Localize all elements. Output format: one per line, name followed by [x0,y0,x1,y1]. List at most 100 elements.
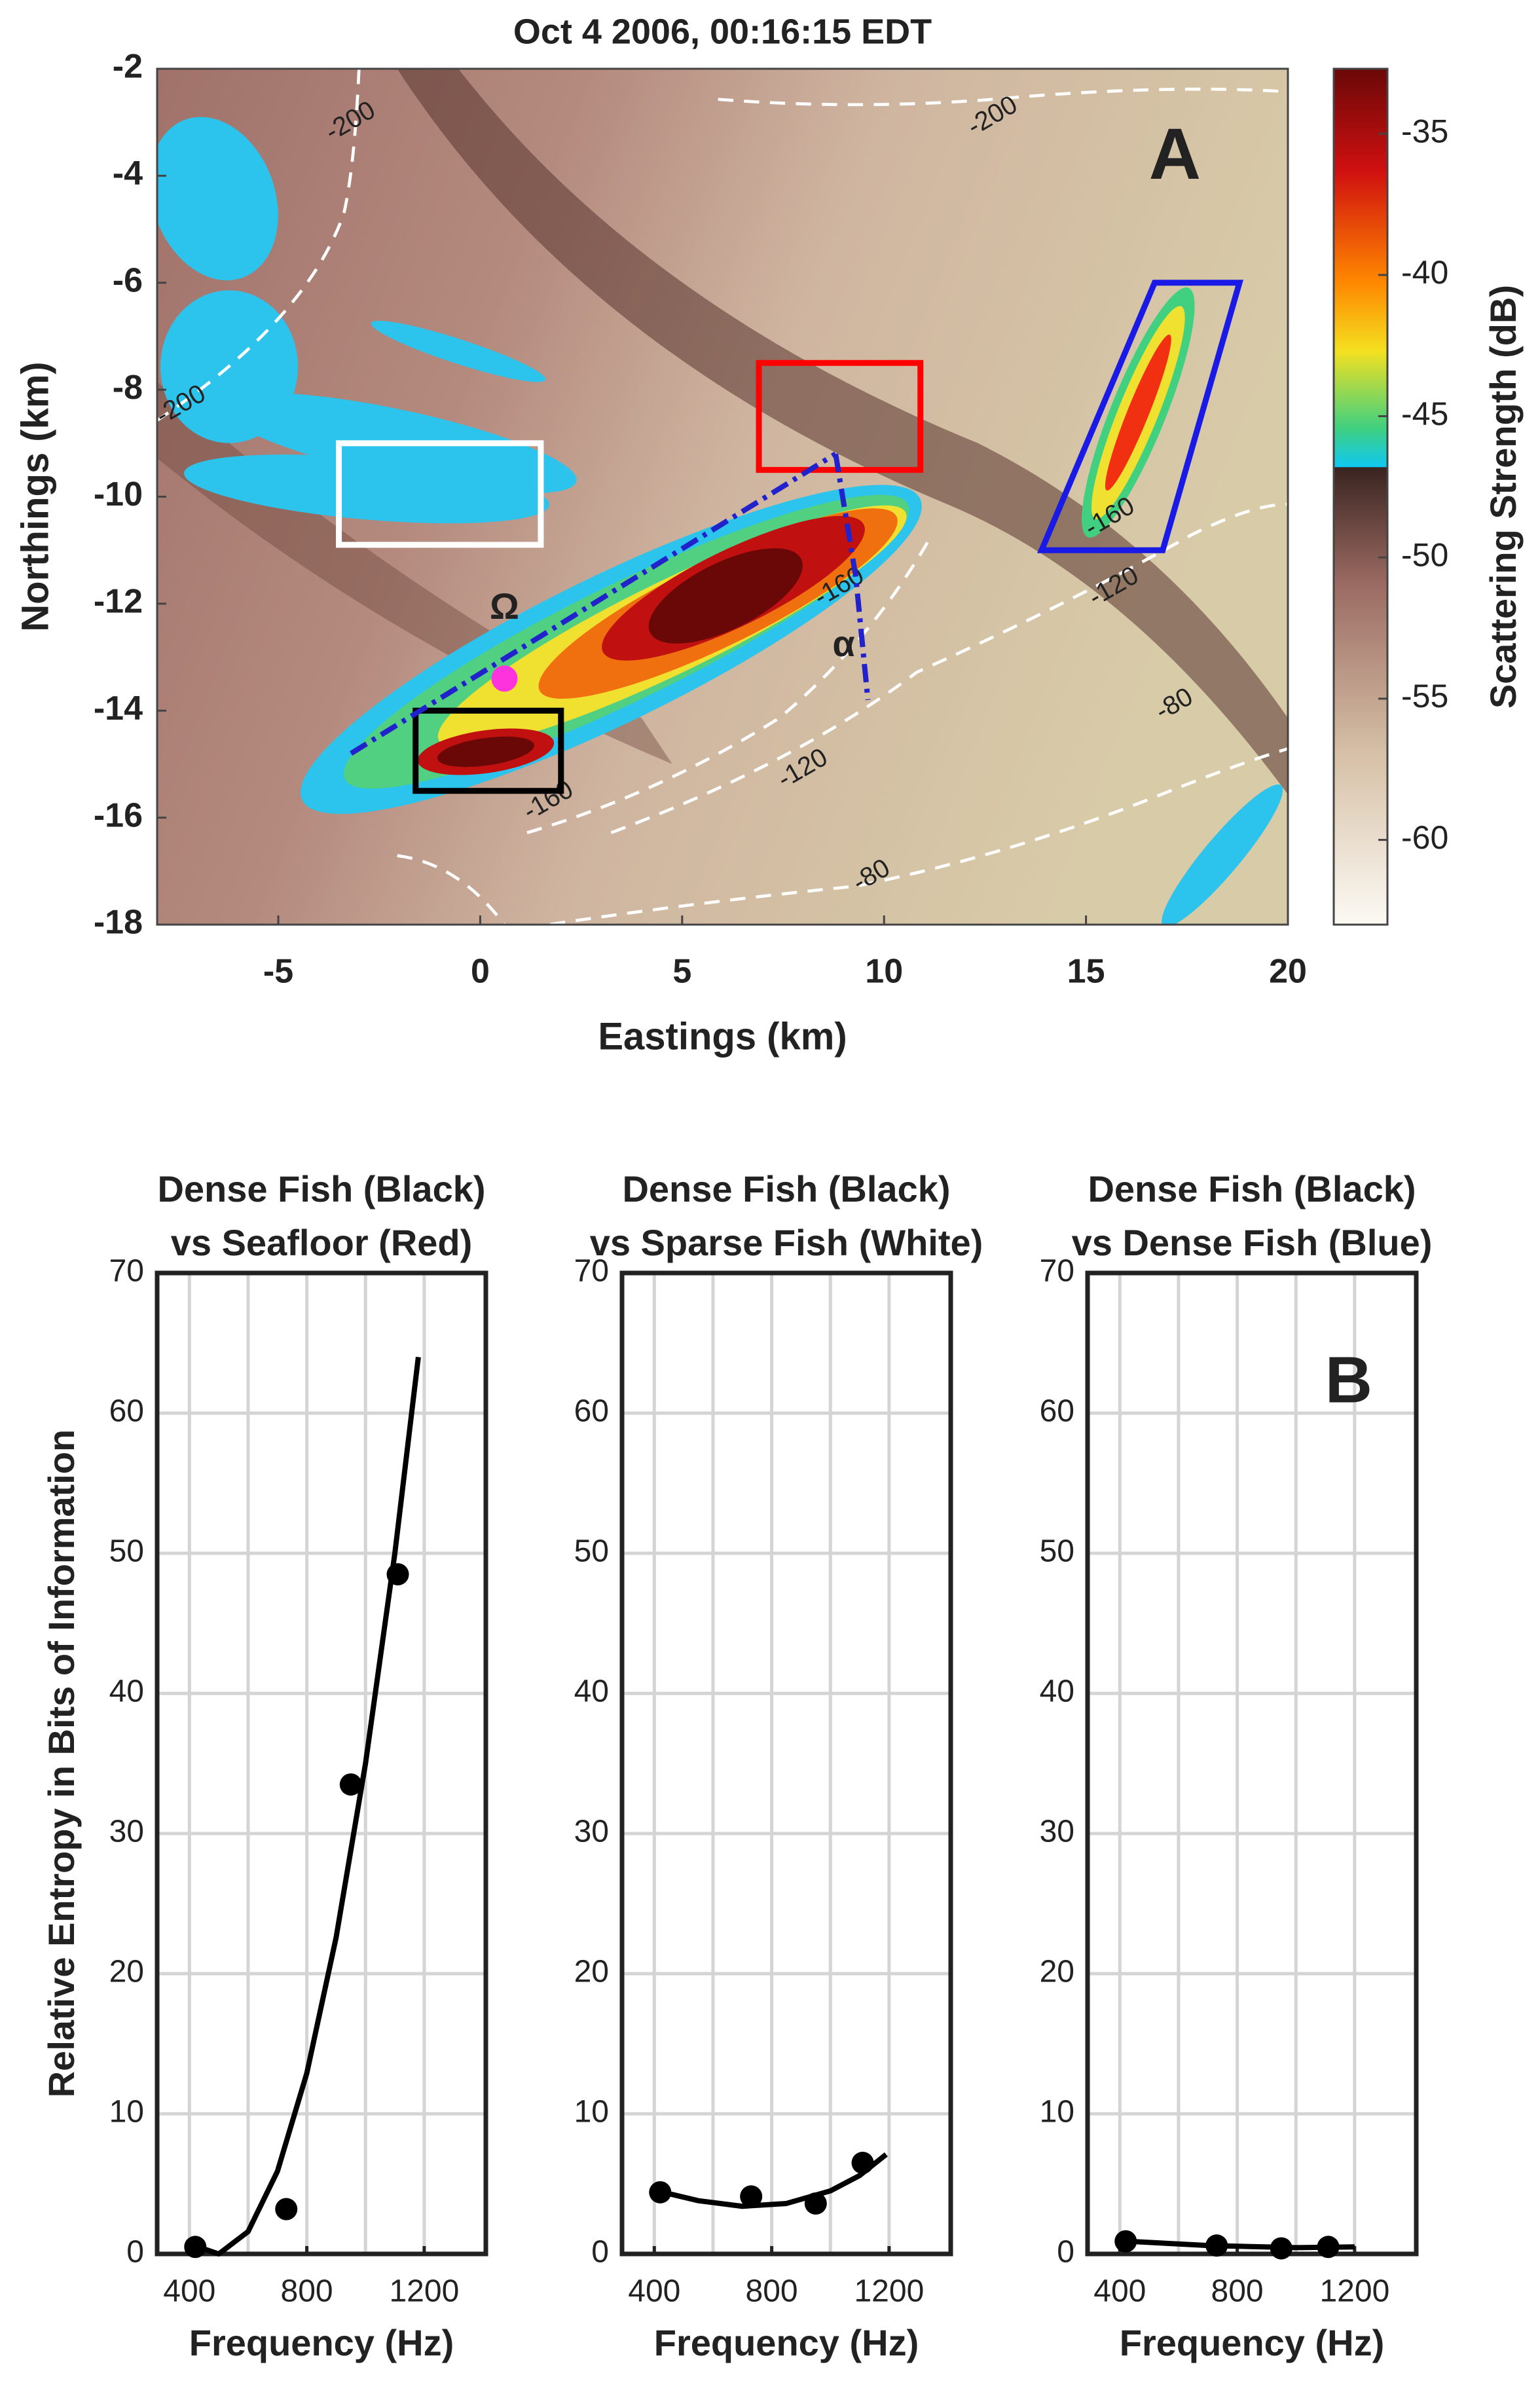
y-tick-label: 10 [1040,2095,1074,2130]
colorbar-tick-label: -60 [1401,819,1448,856]
y-tick-label: 30 [109,1815,144,1849]
region-box [756,360,924,473]
colorbar [1332,67,1389,926]
x-tick-label: 1200 [1319,2274,1389,2309]
y-tick-label: 20 [574,1955,609,1989]
x-tick-label: 400 [628,2274,680,2309]
x-tick-label: -5 [263,953,293,991]
y-tick-label: -16 [94,796,143,834]
x-tick-label: 0 [471,953,490,991]
colorbar-tick-label: -55 [1401,678,1448,714]
y-tick-label: 40 [574,1674,609,1709]
y-tick-label: -8 [113,369,143,407]
y-tick-label: 60 [1040,1394,1074,1429]
axes-frame [619,1270,953,2257]
x-axis-label: Frequency (Hz) [1120,2322,1385,2363]
chart-title: Oct 4 2006, 00:16:15 EDT [513,12,932,51]
x-tick-label: 800 [746,2274,798,2309]
y-tick-label: 0 [1057,2235,1074,2270]
colorbar-label: Scattering Strength (dB) [1482,285,1524,709]
x-tick-label: 400 [163,2274,215,2309]
y-axis-label: Northings (km) [14,361,56,631]
axes-frame [1085,1270,1419,2257]
fit-curve [197,1356,421,2257]
position-marker [491,665,518,692]
x-tick-label: 1200 [389,2274,459,2309]
data-point [851,2151,874,2174]
colorbar-tick-label: -35 [1401,113,1448,149]
data-point [649,2181,672,2204]
y-tick-label: 0 [126,2235,144,2270]
x-tick-label: 10 [865,953,903,991]
y-axis-label: Relative Entropy in Bits of Information [41,1430,82,2098]
x-tick-label: 800 [281,2274,333,2309]
region-box [1036,280,1243,553]
chart-title: vs Seafloor (Red) [171,1222,473,1263]
colorbar-tick-label: -45 [1401,396,1448,432]
heatmap-image [157,68,1288,925]
y-tick-label: -14 [94,690,143,728]
annotation: α [832,623,854,664]
track-line [833,453,871,701]
y-tick-label: 60 [109,1394,144,1429]
chart-title: Dense Fish (Black) [1088,1168,1416,1209]
chart-title: vs Dense Fish (Blue) [1072,1222,1433,1263]
track-line [349,451,837,756]
axes-frame [155,1270,488,2257]
y-tick-label: 70 [1040,1254,1074,1289]
chart-title: Dense Fish (Black) [622,1168,950,1209]
x-tick-label: 20 [1269,953,1307,991]
y-tick-label: 70 [574,1254,609,1289]
panel-label: B [1325,1344,1372,1417]
data-point [740,2185,763,2208]
x-tick-label: 5 [672,953,691,991]
y-tick-label: -10 [94,475,143,513]
region-box [412,707,564,794]
data-point [184,2236,207,2259]
y-tick-label: 70 [109,1254,144,1289]
y-tick-label: -2 [113,48,143,86]
data-point [1270,2237,1292,2260]
y-tick-label: 30 [574,1815,609,1849]
x-axis-label: Eastings (km) [598,1015,847,1058]
fit-curve [662,2152,888,2209]
panel-label: A [1149,114,1201,194]
y-tick-label: -4 [113,155,143,193]
x-axis-label: Frequency (Hz) [189,2322,454,2363]
y-tick-label: 50 [109,1534,144,1569]
y-tick-label: 10 [109,2095,144,2130]
data-point [339,1773,362,1796]
data-point [804,2192,827,2215]
y-tick-label: 50 [1040,1534,1074,1569]
colorbar-tick-label: -50 [1401,536,1448,573]
data-point [1205,2234,1228,2257]
annotation: Ω [490,585,519,627]
y-tick-label: 30 [1040,1815,1074,1849]
data-point [275,2198,298,2221]
data-point [1114,2230,1137,2253]
y-tick-label: 60 [574,1394,609,1429]
y-tick-label: -18 [94,904,143,942]
y-tick-label: 0 [591,2235,609,2270]
x-tick-label: 15 [1067,953,1105,991]
y-tick-label: 40 [1040,1674,1074,1709]
y-tick-label: -12 [94,583,143,621]
x-axis-label: Frequency (Hz) [654,2322,919,2363]
y-tick-label: 50 [574,1534,609,1569]
region-box [336,440,544,548]
y-tick-label: 20 [109,1955,144,1989]
data-point [1317,2236,1340,2259]
chart-title: vs Sparse Fish (White) [590,1222,983,1263]
x-tick-label: 400 [1093,2274,1146,2309]
x-tick-label: 1200 [854,2274,924,2309]
chart-title: Dense Fish (Black) [157,1168,485,1209]
y-tick-label: 10 [574,2095,609,2130]
y-tick-label: 40 [109,1674,144,1709]
y-tick-label: 20 [1040,1955,1074,1989]
y-tick-label: -6 [113,261,143,299]
x-tick-label: 800 [1211,2274,1264,2309]
colorbar-tick-label: -40 [1401,254,1448,291]
data-point [386,1563,409,1586]
